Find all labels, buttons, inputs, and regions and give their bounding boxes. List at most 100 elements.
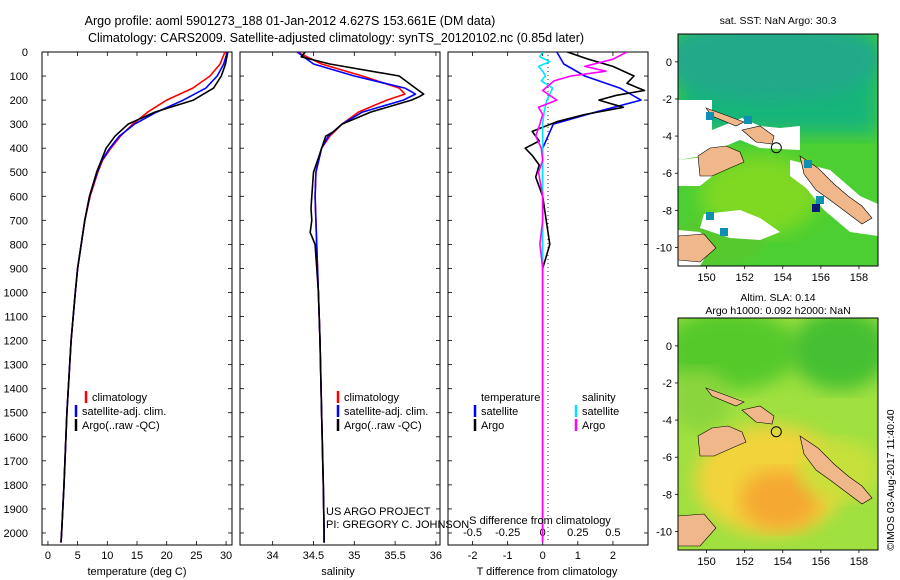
temperature-plot-area [41,51,233,546]
legend-title-salinity: salinity [582,392,616,404]
map-x-tick-label: 152 [735,272,753,284]
map-y-tick-label: -6 [662,168,672,180]
map-y-tick-label: -8 [662,205,672,217]
map-y-tick-label: -2 [662,378,672,390]
temperature-x-axis: 0 5 10 15 20 25 30 [42,51,232,562]
map-y-tick-label: 0 [666,341,672,353]
legend-label-s-argo: Argo [582,420,605,432]
map-y-tick-label: 0 [666,57,672,69]
legend-label-climatology: climatology [92,392,148,404]
legend-label-argo: Argo(..raw -QC) [344,420,422,432]
depth-tick-label: 1400 [4,384,28,396]
depth-tick-label: 800 [10,239,28,251]
map-x-tick-label: 158 [850,272,868,284]
salinity-x-axis: 34 34.5 35 35.5 36 [240,51,442,562]
difference-x-tick-label: 0 [540,550,546,562]
depth-tick-label: 1200 [4,336,28,348]
difference-series-salinity-argo [534,52,628,543]
temperature-x-tick-label: 10 [101,550,113,562]
t-difference-x-label: T difference from climatology [477,566,618,578]
map-y-tick-label: -10 [656,526,672,538]
legend-label-t-satellite: satellite [481,406,518,418]
sst-map [678,34,878,266]
legend-label-climatology: climatology [344,392,400,404]
difference-series [524,52,646,543]
pi-credit: PI: GREGORY C. JOHNSON [326,519,469,531]
salinity-series [296,52,425,543]
legend-title-temperature: temperature [481,392,540,404]
sst-map-frame [677,33,879,267]
sst-map-title: sat. SST: NaN Argo: 30.3 [720,15,837,27]
depth-tick-label: 1300 [4,360,28,372]
map-x-tick-label: 150 [697,556,715,568]
map-y-tick-label: -8 [662,489,672,501]
temperature-x-tick-label: 20 [161,550,173,562]
map-x-tick-label: 158 [850,556,868,568]
difference-x-tick-label: 2 [610,550,616,562]
difference-x-axis: -2 -1 0 1 2-0.5 -0.25 0 0.25 0.5 [448,51,648,562]
temperature-x-label: temperature (deg C) [87,566,186,578]
map-x-tick-label: 150 [697,272,715,284]
project-credit: US ARGO PROJECT [326,506,431,518]
salinity-x-tick-label: 34.5 [303,550,324,562]
difference-x2-tick-label: -0.25 [495,527,520,539]
title-line-1: Argo profile: aoml 5901273_188 01-Jan-20… [85,14,496,28]
depth-tick-label: 1700 [4,456,28,468]
difference-x-tick-label: -1 [503,550,513,562]
temperature-x-tick-label: 25 [190,550,202,562]
salinity-legend: climatology satellite-adj. clim. Argo(..… [336,391,428,432]
legend-label-s-satellite: satellite [582,406,619,418]
depth-tick-label: 1600 [4,432,28,444]
sla-map-subtitle: Argo h1000: 0.092 h2000: NaN [705,305,850,317]
map-y-tick-label: -10 [656,242,672,254]
temperature-x-tick-label: 30 [220,550,232,562]
depth-tick-label: 400 [10,143,28,155]
temperature-series [60,52,229,543]
difference-x2-tick-label: 0.5 [605,527,620,539]
legend-label-satellite: satellite-adj. clim. [344,406,428,418]
temperature-x-tick-label: 5 [75,550,81,562]
title-line-2: Climatology: CARS2009. Satellite-adjuste… [88,31,584,45]
depth-tick-label: 1800 [4,480,28,492]
salinity-x-tick-label: 34 [267,550,279,562]
sla-map-axes: 150 152 154 156 158 0 -2 -4 -6 -8 -10 [656,341,868,568]
legend-label-satellite: satellite-adj. clim. [82,406,166,418]
difference-x-tick-label: -2 [468,550,478,562]
depth-tick-label: 0 [22,47,28,59]
depth-tick-label: 700 [10,215,28,227]
temperature-legend: climatology satellite-adj. clim. Argo(..… [74,391,166,432]
depth-tick-label: 200 [10,95,28,107]
temperature-x-tick-label: 15 [131,550,143,562]
map-x-tick-label: 156 [812,556,830,568]
depth-tick-label: 1000 [4,287,28,299]
salinity-x-tick-label: 36 [430,550,442,562]
float-position-marker [770,142,782,154]
map-y-tick-label: -6 [662,452,672,464]
depth-tick-label: 500 [10,167,28,179]
difference-legend: temperature satellite Argo salinity sate… [473,392,619,432]
depth-tick-label: 600 [10,191,28,203]
depth-axis: 0 100 200 300 400 500 600 700 800 900 1000 1100 1200… [4,47,28,540]
depth-tick-label: 100 [10,71,28,83]
map-x-tick-label: 152 [735,556,753,568]
timestamp: ©IMOS 03-Aug-2017 11:40:40 [885,409,897,550]
depth-tick-label: 1100 [4,312,28,324]
s-difference-x-label: S difference from climatology [469,515,611,527]
salinity-x-label: salinity [321,566,355,578]
map-y-tick-label: -4 [662,415,672,427]
sst-map-axes: 150 152 154 156 158 0 -2 -4 -6 -8 -10 [656,57,868,284]
salinity-series-argo-raw-qc [300,52,425,543]
sla-map-frame [677,317,879,551]
map-x-tick-label: 154 [774,556,792,568]
difference-x-tick-label: 1 [575,550,581,562]
depth-tick-label: 1500 [4,408,28,420]
map-x-tick-label: 154 [774,272,792,284]
sla-map-title: Altim. SLA: 0.14 [740,292,815,304]
salinity-x-tick-label: 35 [348,550,360,562]
depth-tick-label: 300 [10,119,28,131]
difference-series-salinity-satellite [537,52,554,543]
float-position-marker [770,426,782,438]
salinity-plot-area [239,51,441,546]
depth-tick-label: 900 [10,263,28,275]
map-x-tick-label: 156 [812,272,830,284]
